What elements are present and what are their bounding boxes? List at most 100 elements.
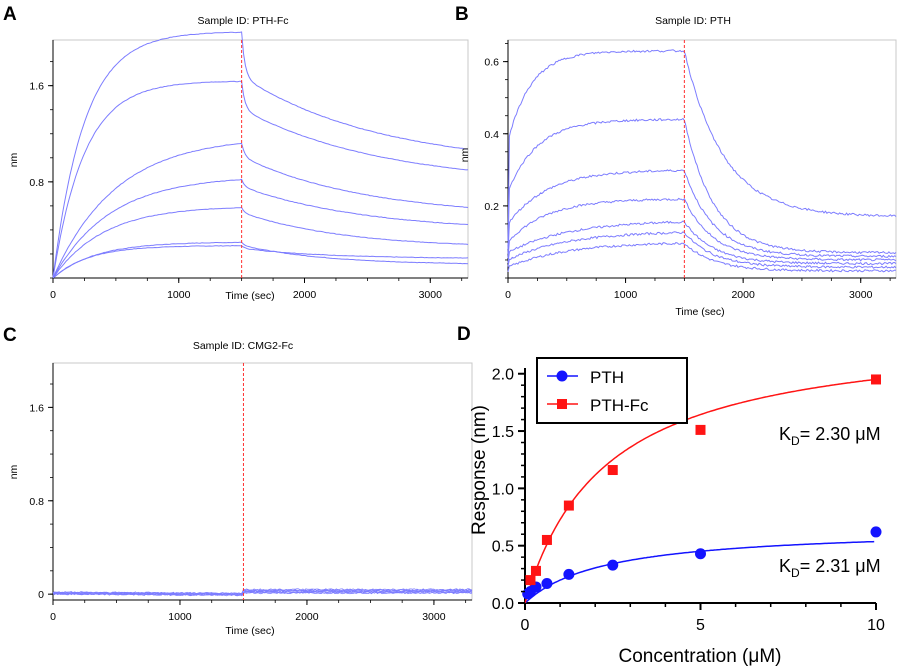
panel-a-xlabel: Time (sec) <box>225 290 274 302</box>
panel-a-xtick-label: 2000 <box>293 289 317 301</box>
panel-b-xtick-label: 1000 <box>614 289 638 301</box>
panel-b: Sample ID: PTH 0 1000 2000 3000 0.2 0.4 0.6 Ti… <box>459 15 897 318</box>
point-pth <box>563 568 575 580</box>
fit-curve-pth-fc <box>524 378 875 604</box>
panel-d-points <box>522 374 882 600</box>
panel-a-ylabel: nm <box>8 152 20 167</box>
panel-c-xtick-label: 0 <box>50 611 56 623</box>
panel-c-plot-frame <box>52 362 473 601</box>
point-pth <box>541 578 553 590</box>
point-pth-fc <box>695 424 706 435</box>
panel-b-series-7 <box>507 49 897 246</box>
panel-b-ytick-label: 0.2 <box>484 201 499 213</box>
panel-b-ytick-label: 0.4 <box>484 129 499 141</box>
panel-d-ylabel: Response (nm) <box>469 405 490 535</box>
panel-c-xlabel: Time (sec) <box>225 625 274 637</box>
panel-b-series-4 <box>507 197 897 262</box>
panel-d-ytick-label: 2.0 <box>492 367 514 384</box>
point-pth-fc <box>530 565 541 576</box>
panel-c-ytick-label: 0 <box>38 589 44 601</box>
panel-label-d: D <box>457 324 471 345</box>
panel-a-xtick-label: 3000 <box>419 289 443 301</box>
panel-b-series-1 <box>507 242 897 273</box>
panel-a-series-5 <box>52 142 469 279</box>
panel-d: 0 5 10 0.0 0.5 1.0 1.5 2.0 Concentration (μM) R… <box>469 357 885 666</box>
point-pth-fc <box>871 374 881 385</box>
legend-pth-marker <box>556 370 568 382</box>
panel-b-xtick-label: 0 <box>505 289 511 301</box>
panel-b-series-5 <box>507 169 897 259</box>
panel-a-ytick-label: 1.6 <box>29 81 44 93</box>
panel-b-series-6 <box>507 117 897 255</box>
panel-label-a: A <box>3 4 17 25</box>
panel-d-ytick-label: 0.5 <box>492 539 514 556</box>
kd-annotation-pthfc: KD= 2.30 μM <box>779 424 881 448</box>
panel-d-xtick-label: 5 <box>696 617 705 634</box>
panel-c-xtick-label: 2000 <box>295 611 319 623</box>
kd-pth-sub: D <box>791 566 800 580</box>
panel-a-title: Sample ID: PTH-Fc <box>197 15 288 27</box>
panel-c-xtick-label: 1000 <box>168 611 192 623</box>
panel-a-xtick-label: 1000 <box>167 289 191 301</box>
panel-a-series-6 <box>52 80 469 278</box>
panel-d-xtick-label: 10 <box>867 617 885 634</box>
panel-a-series <box>52 31 469 279</box>
point-pth <box>695 548 706 560</box>
legend-pth-label: PTH <box>590 368 624 387</box>
panel-a-ytick-label: 0.8 <box>29 177 44 189</box>
panel-label-c: C <box>3 325 17 346</box>
panel-a-series-1 <box>52 244 469 279</box>
point-pth-fc <box>563 500 574 511</box>
panel-c-xtick-label: 3000 <box>422 611 446 623</box>
panel-a-series-3 <box>52 206 469 279</box>
kd-pth-k: K <box>779 556 791 576</box>
panel-a-series-7 <box>52 31 469 278</box>
panel-b-series-2 <box>507 231 897 269</box>
panel-d-ytick-label: 1.5 <box>492 424 514 441</box>
point-pth-fc <box>607 465 618 476</box>
panel-b-xtick-label: 3000 <box>849 289 873 301</box>
panel-c: Sample ID: CMG2-Fc 0 1000 2000 300000.81.6 … <box>8 340 473 637</box>
panel-c-series-7 <box>52 588 473 595</box>
panel-d-xtick-label: 0 <box>521 617 530 634</box>
panel-b-series-3 <box>507 220 897 266</box>
panel-b-series <box>507 49 897 273</box>
kd-pth-rest: = 2.31 μM <box>800 556 881 576</box>
panel-c-ytick-label: 0.8 <box>29 496 44 508</box>
kd-pthfc-rest: = 2.30 μM <box>800 424 881 444</box>
legend-pthfc-marker <box>557 399 567 409</box>
panel-c-series <box>52 588 473 597</box>
panel-d-ytick-label: 0.0 <box>492 596 514 613</box>
point-pth-fc <box>541 534 552 545</box>
panel-d-ytick-label: 1.0 <box>492 481 514 498</box>
panel-b-xtick-label: 2000 <box>731 289 755 301</box>
panel-a-series-2 <box>52 241 469 279</box>
panel-d-ticks: 0 5 10 0.0 0.5 1.0 1.5 2.0 <box>492 367 885 634</box>
panel-c-ylabel: nm <box>8 464 20 479</box>
point-pth <box>870 526 882 538</box>
panel-a: Sample ID: PTH-Fc 0 1000 2000 3000 0.8 1.6 Ti… <box>8 15 469 302</box>
panel-b-ticks: 0 1000 2000 3000 0.2 0.4 0.6 <box>484 40 891 301</box>
legend-box <box>536 357 688 424</box>
panel-a-ticks: 0 1000 2000 3000 0.8 1.6 <box>29 40 463 301</box>
panel-a-series-4 <box>52 178 469 279</box>
legend-pthfc-label: PTH-Fc <box>590 396 649 415</box>
panel-d-legend: PTH PTH-Fc <box>536 357 688 424</box>
kd-pthfc-sub: D <box>791 434 800 448</box>
panel-c-title: Sample ID: CMG2-Fc <box>193 340 293 352</box>
panel-label-b: B <box>455 4 469 25</box>
kd-pthfc-k: K <box>779 424 791 444</box>
panel-d-xlabel: Concentration (μM) <box>618 646 781 666</box>
panel-a-plot-frame <box>52 39 469 279</box>
panel-b-title: Sample ID: PTH <box>655 15 731 27</box>
panel-b-ytick-label: 0.6 <box>484 57 499 69</box>
panel-c-ticks: 0 1000 2000 3000 0 0.8 1.6 <box>29 363 467 623</box>
panel-c-ytick-label: 1.6 <box>29 402 44 414</box>
panel-b-ylabel: nm <box>459 147 471 162</box>
point-pth-fc <box>525 575 536 586</box>
panel-b-xlabel: Time (sec) <box>675 306 724 318</box>
kd-annotation-pth: KD= 2.31 μM <box>779 556 881 580</box>
point-pth <box>607 559 619 571</box>
panel-a-xtick-label: 0 <box>50 289 56 301</box>
